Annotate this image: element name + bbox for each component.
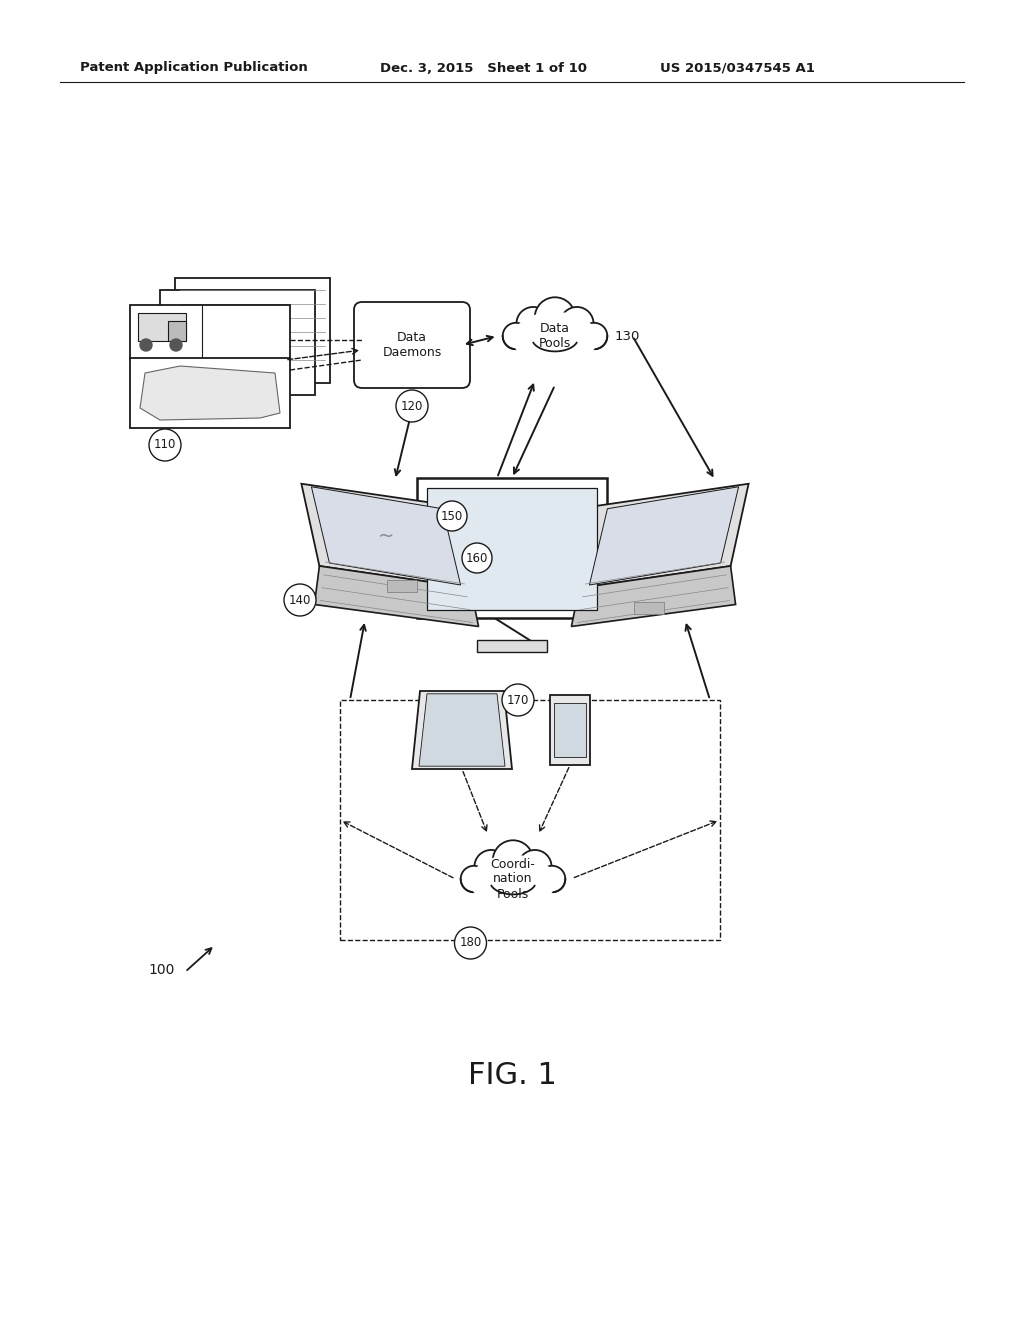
Circle shape (437, 502, 467, 531)
Text: 100: 100 (148, 964, 174, 977)
Circle shape (474, 850, 508, 883)
Bar (168, 321, 186, 341)
Bar (427, 488, 597, 610)
Polygon shape (301, 483, 471, 587)
Ellipse shape (468, 857, 558, 902)
Bar (138, 313, 186, 341)
Circle shape (284, 583, 316, 616)
Polygon shape (314, 566, 478, 627)
Text: US 2015/0347545 A1: US 2015/0347545 A1 (660, 62, 815, 74)
Text: 180: 180 (460, 936, 481, 949)
Text: Data
Pools: Data Pools (539, 322, 571, 350)
Text: FIG. 1: FIG. 1 (468, 1060, 556, 1089)
Bar (386, 581, 417, 593)
Circle shape (150, 429, 181, 461)
Circle shape (539, 866, 565, 892)
Text: 130: 130 (614, 330, 640, 342)
Text: 140: 140 (289, 594, 311, 606)
Text: Data
Daemons: Data Daemons (382, 331, 441, 359)
Polygon shape (140, 366, 280, 420)
Polygon shape (419, 694, 505, 766)
Circle shape (581, 323, 607, 350)
Ellipse shape (512, 312, 598, 364)
Circle shape (516, 308, 550, 341)
Polygon shape (412, 690, 512, 770)
Circle shape (170, 339, 182, 351)
Circle shape (518, 850, 552, 883)
Text: 160: 160 (466, 552, 488, 565)
Circle shape (461, 866, 487, 892)
Polygon shape (311, 487, 461, 585)
Bar (130, 358, 290, 428)
Bar (634, 602, 664, 614)
Bar (340, 700, 720, 940)
Circle shape (502, 684, 534, 715)
Text: Patent Application Publication: Patent Application Publication (80, 62, 308, 74)
Circle shape (535, 297, 575, 338)
Polygon shape (571, 566, 735, 627)
Circle shape (396, 389, 428, 422)
Text: Dec. 3, 2015   Sheet 1 of 10: Dec. 3, 2015 Sheet 1 of 10 (380, 62, 587, 74)
FancyBboxPatch shape (354, 302, 470, 388)
Circle shape (140, 339, 152, 351)
Bar (554, 704, 586, 756)
Circle shape (560, 308, 594, 341)
Bar (160, 290, 315, 395)
Ellipse shape (470, 855, 556, 908)
Bar (130, 305, 290, 360)
Circle shape (455, 927, 486, 960)
Bar (477, 640, 547, 652)
Polygon shape (580, 483, 749, 587)
Ellipse shape (510, 313, 600, 359)
Circle shape (493, 841, 534, 880)
Bar (550, 696, 590, 766)
Circle shape (503, 323, 529, 350)
Polygon shape (590, 487, 738, 585)
Bar (417, 478, 607, 618)
Text: ~: ~ (378, 527, 394, 545)
Text: Coordi-
nation
Pools: Coordi- nation Pools (490, 858, 536, 900)
Text: 170: 170 (507, 693, 529, 706)
Text: 150: 150 (441, 510, 463, 523)
Bar (175, 279, 330, 383)
Text: (world map): (world map) (231, 327, 273, 334)
Text: 120: 120 (400, 400, 423, 412)
Circle shape (462, 543, 492, 573)
Text: 110: 110 (154, 438, 176, 451)
